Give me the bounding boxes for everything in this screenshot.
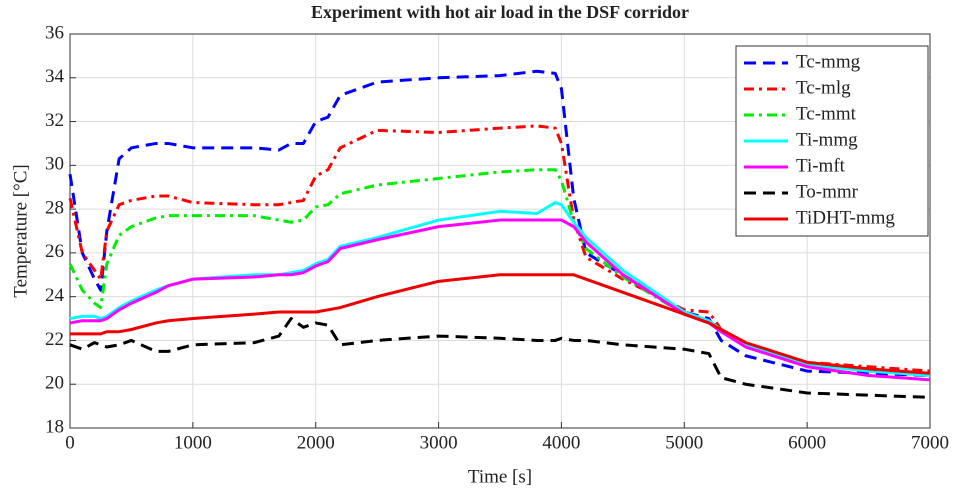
y-tick-label: 18 (45, 416, 64, 437)
y-tick-label: 30 (45, 154, 64, 175)
y-tick-label: 24 (45, 285, 65, 306)
legend-label: Tc-mlg (796, 77, 851, 98)
x-tick-label: 0 (65, 432, 75, 453)
y-tick-label: 22 (45, 329, 64, 350)
series-line (70, 273, 931, 375)
x-axis-label: Time [s] (468, 466, 532, 487)
x-tick-label: 7000 (911, 432, 949, 453)
y-tick-label: 32 (45, 110, 64, 131)
y-tick-label: 28 (45, 197, 64, 218)
y-axis-label: Temperature [°C] (10, 164, 31, 297)
legend-label: TiDHT-mmg (796, 207, 895, 228)
x-tick-label: 6000 (788, 432, 826, 453)
x-tick-label: 4000 (542, 432, 580, 453)
y-tick-label: 36 (45, 22, 64, 43)
chart-title: Experiment with hot air load in the DSF … (311, 2, 689, 22)
y-tick-label: 26 (45, 241, 64, 262)
y-tick-label: 34 (45, 66, 65, 87)
legend-label: To-mmr (796, 181, 859, 202)
series-line (68, 124, 931, 373)
x-tick-label: 5000 (665, 432, 703, 453)
y-tick-label: 20 (45, 373, 64, 394)
legend-label: Ti-mft (796, 155, 846, 176)
x-tick-label: 2000 (297, 432, 335, 453)
x-tick-label: 3000 (420, 432, 458, 453)
legend-label: Tc-mmt (796, 103, 857, 124)
series-line (69, 201, 931, 377)
plot-frame (69, 33, 931, 429)
x-tick-label: 1000 (174, 432, 212, 453)
legend-label: Ti-mmg (796, 129, 858, 150)
legend-label: Tc-mmg (796, 51, 861, 72)
